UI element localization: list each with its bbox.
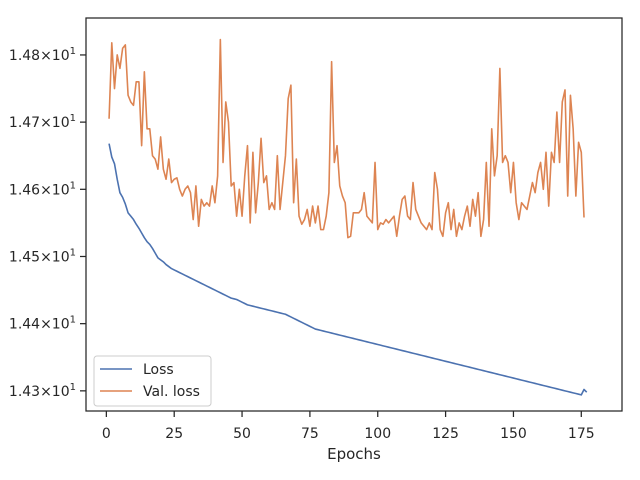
legend-label-loss: Loss bbox=[143, 362, 174, 378]
series-line-val-loss bbox=[108, 38, 585, 239]
x-tick-label: 100 bbox=[364, 426, 391, 442]
x-axis-title: Epochs bbox=[327, 445, 381, 463]
y-tick-label: 1.48×101 bbox=[9, 46, 76, 64]
x-tick-label: 150 bbox=[500, 426, 527, 442]
x-tick-label: 75 bbox=[301, 426, 319, 442]
x-axis-ticks: 0 25 50 75 100 125 150 175 bbox=[102, 411, 595, 442]
y-tick-label: 1.45×101 bbox=[9, 247, 76, 265]
x-tick-label: 25 bbox=[165, 426, 183, 442]
x-tick-label: 0 bbox=[102, 426, 111, 442]
y-tick-label: 1.47×101 bbox=[9, 113, 76, 131]
series-lines bbox=[108, 38, 588, 396]
plot-frame bbox=[85, 17, 623, 412]
y-tick-label: 1.44×101 bbox=[9, 315, 76, 333]
x-tick-label: 175 bbox=[568, 426, 595, 442]
y-tick-label: 1.43×101 bbox=[9, 382, 76, 400]
x-tick-label: 50 bbox=[233, 426, 251, 442]
legend-label-val-loss: Val. loss bbox=[143, 384, 200, 400]
x-tick-label: 125 bbox=[432, 426, 459, 442]
series-line-loss bbox=[108, 143, 588, 396]
legend: Loss Val. loss bbox=[93, 355, 212, 407]
y-axis-ticks: 1.43×101 1.44×101 1.45×101 1.46×101 1.47×101… bbox=[9, 46, 86, 400]
y-tick-label: 1.46×101 bbox=[9, 180, 76, 198]
